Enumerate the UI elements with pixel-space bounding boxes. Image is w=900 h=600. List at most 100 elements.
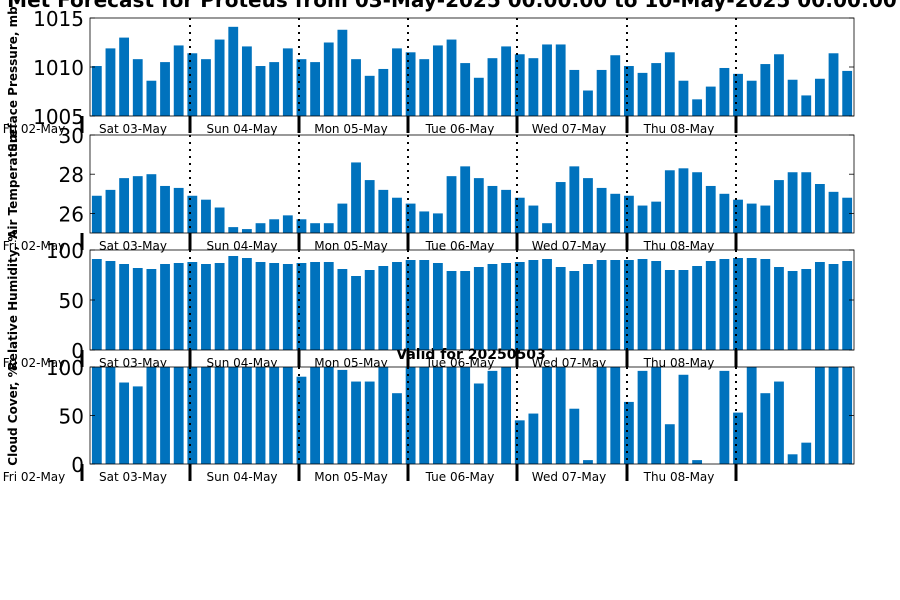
- y-tick-label: 26: [59, 202, 84, 226]
- y-axis-label: Air Temperature: [6, 129, 20, 239]
- bar: [173, 187, 184, 233]
- bar: [814, 262, 825, 350]
- bar: [378, 189, 389, 233]
- bar: [623, 195, 634, 233]
- axes-frame: [89, 134, 855, 234]
- day-label: Sun 04-May: [206, 239, 277, 253]
- bar: [201, 264, 211, 350]
- bar: [733, 199, 743, 233]
- bar: [337, 369, 348, 464]
- bar: [746, 258, 757, 350]
- bar: [842, 261, 853, 350]
- bar: [119, 264, 130, 350]
- bar: [378, 68, 389, 116]
- bar: [419, 211, 430, 233]
- bar: [664, 170, 675, 233]
- bar: [692, 460, 703, 464]
- bar: [146, 80, 157, 116]
- bar: [651, 63, 662, 116]
- bar: [501, 263, 512, 350]
- bar: [678, 270, 689, 350]
- bar: [623, 260, 634, 350]
- bar: [746, 203, 757, 233]
- bar: [514, 54, 525, 116]
- day-label: Mon 05-May: [314, 470, 388, 484]
- bar: [446, 39, 457, 117]
- day-label: Fri 02-May: [3, 239, 66, 253]
- y-tick-label: 50: [59, 405, 84, 429]
- bar: [392, 393, 402, 464]
- bar: [801, 442, 812, 464]
- day-label: Sat 03-May: [99, 122, 167, 136]
- y-axis-label: Cloud Cover, %: [6, 365, 20, 465]
- bar: [269, 62, 280, 116]
- bar: [419, 260, 430, 350]
- bar: [623, 401, 634, 464]
- bar: [310, 62, 321, 116]
- day-label: Thu 08-May: [643, 122, 715, 136]
- bar: [405, 367, 416, 464]
- bar: [692, 99, 703, 116]
- bar: [719, 193, 730, 233]
- bar: [583, 178, 593, 233]
- bar: [91, 259, 102, 350]
- bar: [282, 48, 293, 116]
- bar: [473, 383, 484, 464]
- bar: [364, 180, 375, 233]
- day-label: Wed 07-May: [532, 470, 606, 484]
- bar: [487, 370, 498, 464]
- bar: [119, 382, 130, 464]
- bar: [828, 191, 839, 233]
- bar: [187, 53, 198, 116]
- bar: [255, 66, 266, 116]
- bar: [146, 269, 157, 350]
- bar: [583, 460, 593, 464]
- panels-group: 1005 1010 1015 Fri 02-May Sat 03-May Sun 04-M…: [3, 6, 855, 484]
- y-tick-label: 1005: [33, 105, 84, 129]
- bar: [514, 262, 525, 350]
- bar: [705, 86, 716, 116]
- bar: [610, 193, 621, 233]
- bar: [801, 95, 812, 116]
- bar: [705, 185, 716, 233]
- bar: [596, 260, 607, 350]
- bar: [337, 203, 348, 233]
- bar: [323, 367, 334, 464]
- bar: [542, 259, 552, 350]
- bar: [664, 424, 675, 464]
- bar: [364, 381, 375, 464]
- y-tick-label: 1015: [33, 7, 84, 31]
- bar: [378, 367, 389, 464]
- bar: [555, 367, 566, 464]
- y-tick-label: 50: [59, 289, 84, 313]
- bar: [432, 263, 443, 350]
- day-label: Wed 07-May: [532, 122, 606, 136]
- day-label: Sun 04-May: [206, 356, 277, 370]
- bar: [473, 267, 484, 350]
- bar: [760, 393, 771, 464]
- bar: [514, 420, 525, 464]
- bar: [501, 189, 512, 233]
- bar: [828, 367, 839, 464]
- day-label: Thu 08-May: [643, 239, 715, 253]
- bar: [733, 258, 743, 350]
- bar: [460, 367, 471, 464]
- bar: [651, 201, 662, 233]
- bar: [460, 166, 471, 233]
- bar: [419, 59, 430, 116]
- bar: [241, 229, 252, 233]
- bar: [678, 80, 689, 116]
- bar: [528, 413, 539, 464]
- bar: [105, 367, 116, 464]
- bar: [774, 267, 784, 350]
- bar: [269, 263, 280, 350]
- bar: [528, 260, 539, 350]
- day-label: Sat 03-May: [99, 470, 167, 484]
- y-tick-label: 100: [46, 356, 84, 380]
- chart-subtitle: Valid for 20250503: [396, 347, 545, 363]
- bar: [119, 178, 130, 233]
- day-label: Mon 05-May: [314, 239, 388, 253]
- bar: [801, 269, 812, 350]
